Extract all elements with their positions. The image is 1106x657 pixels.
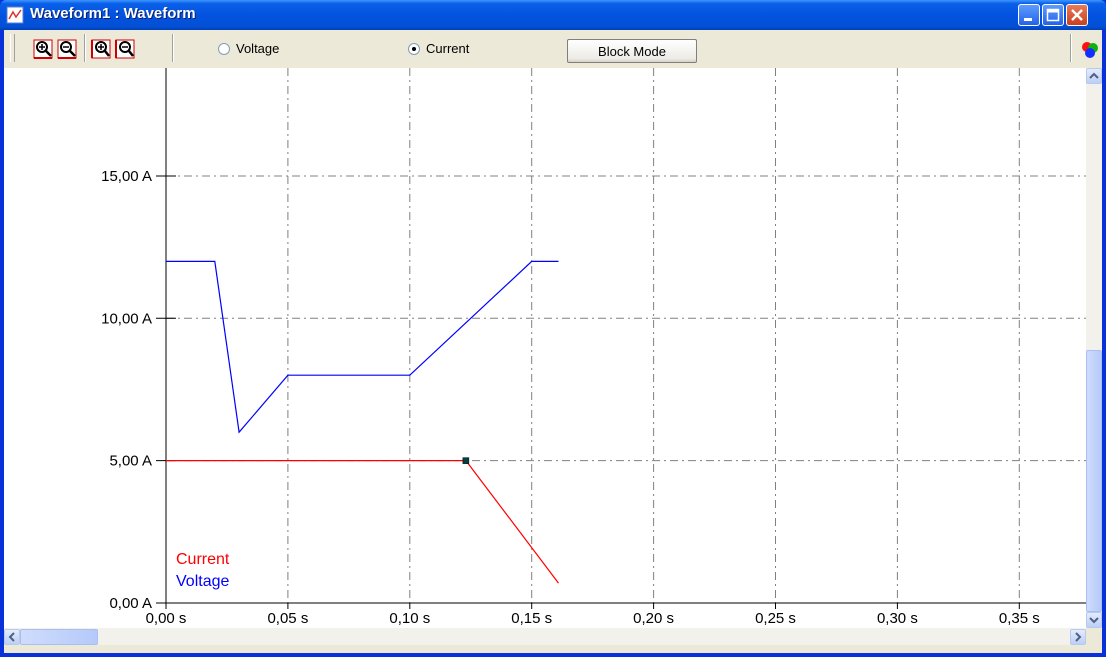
horizontal-scrollbar[interactable] [4, 628, 1086, 645]
toolbar-separator [1070, 34, 1072, 62]
minimize-icon [1019, 5, 1039, 25]
x-tick-label: 0,25 s [755, 610, 796, 627]
cursor-marker [463, 458, 469, 464]
x-tick-label: 0,15 s [511, 610, 552, 627]
y-tick-label: 15,00 A [101, 168, 152, 185]
zoom-out-x-icon [56, 38, 78, 60]
waveform-plot[interactable]: 0,00 s 0,05 s 0,10 s 0,15 s 0,20 s 0,25 s 0,30… [4, 68, 1086, 628]
legend-entry-voltage: Voltage [176, 573, 229, 590]
arrow-left-icon [5, 630, 19, 644]
voltage-radio[interactable]: Voltage [218, 41, 279, 56]
y-tick-label: 5,00 A [109, 453, 152, 470]
toolbar-separator [172, 34, 174, 62]
scroll-up-button[interactable] [1086, 68, 1102, 84]
zoom-in-y-icon [90, 38, 112, 60]
current-radio[interactable]: Current [408, 41, 469, 56]
zoom-in-x-icon [32, 38, 54, 60]
waveform-chart: 0,00 s 0,05 s 0,10 s 0,15 s 0,20 s 0,25 s 0,30… [4, 68, 1086, 628]
zoom-in-y-button[interactable] [90, 38, 112, 60]
x-tick-label: 0,30 s [877, 610, 918, 627]
scroll-left-button[interactable] [4, 629, 20, 645]
arrow-right-icon [1071, 630, 1085, 644]
vertical-scrollbar[interactable] [1086, 68, 1102, 628]
legend-entry-current: Current [176, 551, 230, 568]
block-mode-button[interactable]: Block Mode [567, 39, 697, 63]
current-radio-label: Current [426, 41, 469, 56]
toolbar-separator [84, 34, 86, 62]
size-grip[interactable] [1086, 628, 1102, 645]
scroll-right-button[interactable] [1070, 629, 1086, 645]
zoom-in-x-button[interactable] [32, 38, 54, 60]
x-tick-label: 0,20 s [633, 610, 674, 627]
toolbar-grip[interactable] [10, 34, 15, 62]
maximize-button[interactable] [1042, 4, 1064, 26]
window-title: Waveform1 : Waveform [30, 5, 196, 22]
zoom-out-x-button[interactable] [56, 38, 78, 60]
y-tick-label: 0,00 A [109, 595, 152, 612]
minimize-button[interactable] [1018, 4, 1040, 26]
y-tick-label: 10,00 A [101, 310, 152, 327]
close-button[interactable] [1066, 4, 1088, 26]
current-radio-dot[interactable] [408, 43, 420, 55]
series-line-voltage [166, 261, 559, 432]
maximize-icon [1043, 5, 1063, 25]
arrow-down-icon [1087, 613, 1101, 627]
zoom-out-y-icon [114, 38, 136, 60]
x-tick-label: 0,05 s [267, 610, 308, 627]
horizontal-scroll-thumb[interactable] [20, 629, 98, 645]
zoom-out-y-button[interactable] [114, 38, 136, 60]
waveform-app-icon [6, 6, 24, 24]
colors-icon[interactable] [1080, 40, 1100, 60]
toolbar: Voltage Current Block Mode [4, 30, 1102, 68]
x-tick-label: 0,35 s [999, 610, 1040, 627]
title-bar[interactable]: Waveform1 : Waveform [0, 0, 1106, 30]
arrow-up-icon [1087, 69, 1101, 83]
vertical-scroll-thumb[interactable] [1086, 350, 1102, 612]
voltage-radio-label: Voltage [236, 41, 279, 56]
x-tick-label: 0,00 s [146, 610, 187, 627]
scroll-down-button[interactable] [1086, 612, 1102, 628]
close-icon [1067, 5, 1087, 25]
voltage-radio-dot[interactable] [218, 43, 230, 55]
x-tick-label: 0,10 s [389, 610, 430, 627]
